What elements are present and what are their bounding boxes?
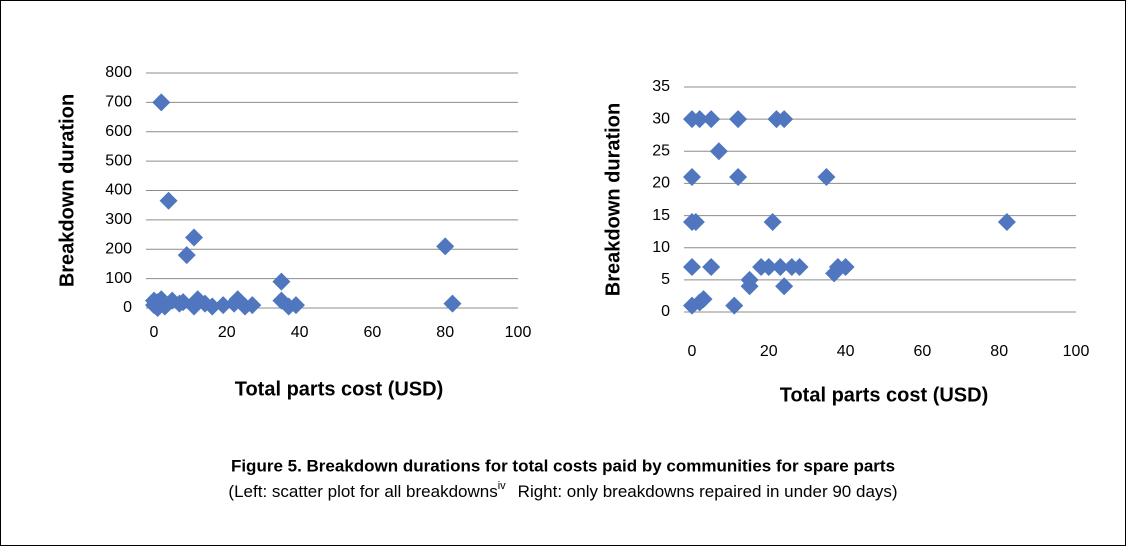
caption-right: Right: only breakdowns repaired in under… — [518, 482, 898, 501]
y-tick-label: 5 — [661, 271, 670, 288]
x-axis-title: Total parts cost (USD) — [235, 378, 444, 400]
caption-superscript: iv — [498, 480, 506, 492]
point — [702, 258, 721, 276]
point — [690, 110, 709, 129]
point — [729, 168, 748, 186]
point — [683, 296, 701, 315]
caption-text: (Left: scatter plot for all breakdownsiv… — [228, 480, 897, 502]
y-axis-title: Breakdown duration — [56, 94, 78, 287]
y-tick-label: 30 — [652, 110, 670, 127]
x-tick-label: 0 — [688, 343, 697, 360]
y-tick-label: 100 — [105, 270, 132, 287]
y-tick-label: 700 — [105, 94, 132, 111]
x-tick-label: 60 — [364, 324, 382, 341]
point — [740, 277, 759, 296]
x-tick-label: 0 — [150, 324, 159, 341]
x-tick-label: 100 — [1063, 343, 1090, 360]
point — [203, 297, 222, 316]
point — [775, 277, 794, 296]
y-tick-label: 500 — [105, 152, 132, 169]
y-tick-label: 10 — [652, 239, 670, 256]
point — [686, 213, 705, 231]
y-tick-label: 0 — [123, 299, 132, 316]
point — [775, 110, 794, 129]
point — [272, 272, 291, 291]
y-tick-label: 20 — [652, 175, 670, 192]
point — [683, 258, 701, 276]
point — [759, 258, 778, 276]
point — [159, 191, 178, 210]
point — [152, 93, 171, 112]
x-tick-label: 20 — [760, 343, 778, 360]
x-tick-label: 100 — [505, 324, 532, 341]
x-axis-title: Total parts cost (USD) — [780, 384, 989, 406]
y-tick-label: 400 — [105, 182, 132, 199]
caption-left: (Left: scatter plot for all breakdowns — [228, 482, 497, 501]
point — [436, 237, 455, 256]
point — [214, 296, 233, 315]
point — [702, 110, 721, 129]
x-tick-label: 40 — [291, 324, 309, 341]
point — [763, 213, 782, 231]
point — [771, 258, 790, 276]
y-tick-label: 600 — [105, 123, 132, 140]
point — [836, 258, 855, 276]
point — [725, 296, 744, 315]
x-tick-label: 40 — [837, 343, 855, 360]
y-tick-label: 25 — [652, 143, 670, 160]
point — [286, 296, 305, 315]
x-tick-label: 80 — [436, 324, 454, 341]
point — [709, 142, 728, 161]
x-tick-label: 80 — [990, 343, 1008, 360]
y-tick-label: 200 — [105, 240, 132, 257]
point — [145, 291, 163, 310]
point — [243, 296, 262, 315]
point — [185, 228, 204, 247]
point — [683, 168, 701, 186]
y-tick-label: 0 — [661, 303, 670, 320]
point — [177, 246, 196, 265]
y-tick-label: 800 — [105, 64, 132, 81]
x-tick-label: 20 — [218, 324, 236, 341]
caption-title: Figure 5. Breakdown durations for total … — [231, 456, 895, 475]
point — [997, 213, 1016, 231]
x-tick-label: 60 — [914, 343, 932, 360]
point — [443, 294, 462, 313]
y-tick-label: 35 — [652, 78, 670, 95]
point — [729, 110, 748, 129]
point — [817, 168, 836, 186]
point — [790, 258, 809, 276]
y-tick-label: 300 — [105, 211, 132, 228]
y-tick-label: 15 — [652, 207, 670, 224]
y-axis-title: Breakdown duration — [602, 103, 624, 296]
